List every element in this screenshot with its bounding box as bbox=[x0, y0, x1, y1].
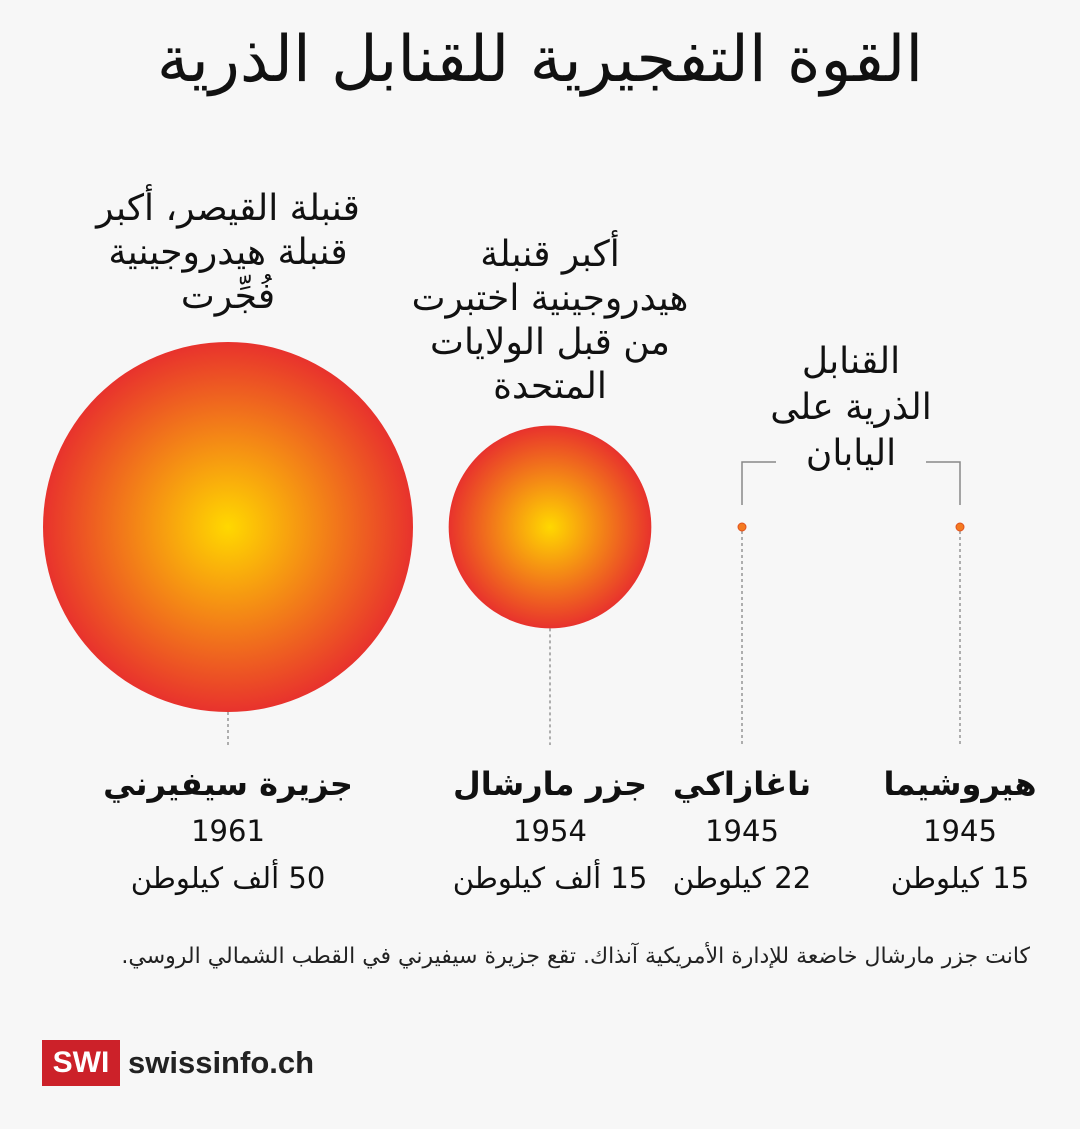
bubble-chart: جزيرة سيفيرني 1961 50 ألف كيلوطن قنبلة القي… bbox=[43, 184, 1037, 895]
bomb-bubble bbox=[43, 342, 413, 712]
place-label: هيروشيما bbox=[883, 765, 1036, 803]
bomb-bubble bbox=[955, 522, 965, 532]
yield-label: 15 ألف كيلوطن bbox=[453, 858, 648, 895]
annotation-line: من قبل الولايات bbox=[430, 322, 670, 363]
yield-label: 15 كيلوطن bbox=[891, 861, 1029, 895]
yield-label: 22 كيلوطن bbox=[673, 861, 811, 895]
swi-logo-mark: SWI bbox=[42, 1040, 120, 1086]
annotation-line: هيدروجينية اختبرت bbox=[412, 278, 689, 319]
place-label: جزر مارشال bbox=[453, 765, 647, 803]
group-bracket-right bbox=[926, 461, 961, 505]
group-bracket-left bbox=[741, 461, 776, 505]
bomb-bubble bbox=[448, 425, 652, 629]
swissinfo-logo[interactable]: SWI swissinfo.ch bbox=[42, 1040, 314, 1086]
year-label: 1945 bbox=[923, 814, 997, 848]
group-annotation-line: اليابان bbox=[806, 433, 896, 474]
annotation-line: قنبلة هيدروجينية bbox=[108, 232, 347, 273]
chart-title: القوة التفجيرية للقنابل الذرية bbox=[156, 23, 924, 97]
annotation-line: قنبلة القيصر، أكبر bbox=[94, 184, 360, 229]
place-label: جزيرة سيفيرني bbox=[103, 765, 353, 803]
yield-label: 50 ألف كيلوطن bbox=[131, 858, 326, 895]
year-label: 1954 bbox=[513, 814, 587, 848]
year-label: 1961 bbox=[191, 814, 265, 848]
group-annotation-line: الذرية على bbox=[770, 387, 931, 428]
bomb-bubble bbox=[737, 522, 747, 532]
year-label: 1945 bbox=[705, 814, 779, 848]
place-label: ناغازاكي bbox=[673, 765, 811, 803]
logo-name: swissinfo.ch bbox=[128, 1045, 315, 1080]
annotation-line: فُجِّرت bbox=[181, 274, 275, 317]
annotation-line: أكبر قنبلة bbox=[480, 230, 619, 275]
footnote: كانت جزر مارشال خاضعة للإدارة الأمريكية … bbox=[121, 944, 1030, 969]
annotation-line: المتحدة bbox=[493, 366, 607, 407]
group-annotation-line: القنابل bbox=[802, 341, 900, 382]
